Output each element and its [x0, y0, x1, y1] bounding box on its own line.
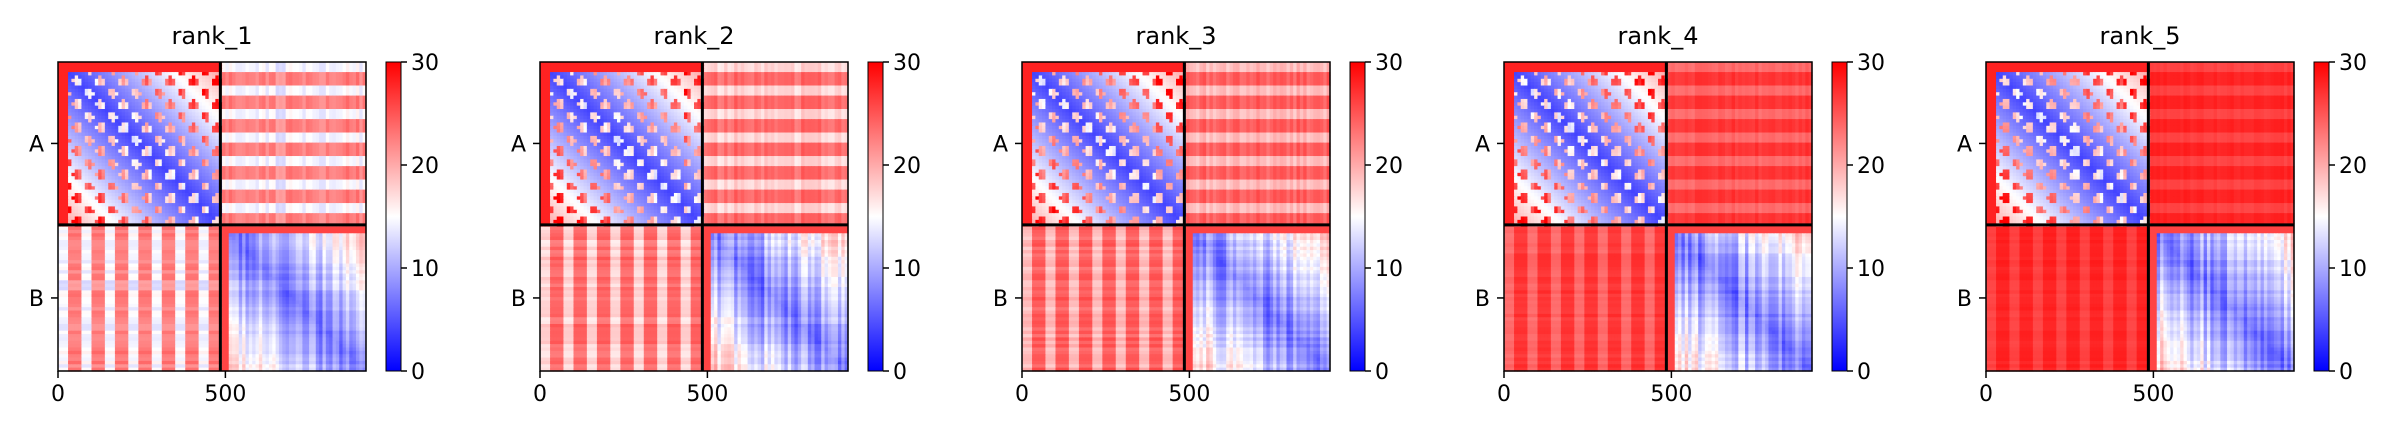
pae-heatmap: [1504, 62, 1813, 372]
colorbar: [1831, 61, 1848, 372]
colorbar-tick-label: 30: [1375, 51, 1403, 76]
colorbar-tick-label: 0: [1857, 360, 1871, 385]
colorbar-tick-label: 20: [2339, 154, 2367, 179]
chain-label-B: B: [511, 287, 526, 312]
chain-label-A: A: [993, 132, 1008, 157]
chain-label-B: B: [993, 287, 1008, 312]
pae-heatmap: [1022, 62, 1331, 372]
chain-label-A: A: [1957, 132, 1972, 157]
panel-title: rank_2: [654, 22, 735, 50]
colorbar-tick-label: 10: [893, 257, 921, 282]
x-tick-label: 0: [533, 382, 547, 407]
panel-title: rank_5: [2100, 22, 2181, 50]
panel-title: rank_3: [1136, 22, 1217, 50]
colorbar: [867, 61, 884, 372]
colorbar-tick-label: 30: [411, 51, 439, 76]
colorbar-tick-label: 20: [1857, 154, 1885, 179]
colorbar-tick-label: 30: [2339, 51, 2367, 76]
colorbar-tick-label: 10: [1857, 257, 1885, 282]
pae-heatmap: [540, 62, 849, 372]
colorbar-tick-label: 10: [411, 257, 439, 282]
x-tick-label: 0: [51, 382, 65, 407]
chain-label-A: A: [511, 132, 526, 157]
colorbar-tick-label: 30: [1857, 51, 1885, 76]
panel-rank_3: rank_3 A B 0 500 0 10 20 30: [993, 22, 1403, 407]
axes-frame: [1503, 61, 1813, 372]
x-tick-label: 0: [1497, 382, 1511, 407]
colorbar-tick-label: 10: [1375, 257, 1403, 282]
colorbar-tick-label: 0: [1375, 360, 1389, 385]
chain-label-A: A: [1475, 132, 1490, 157]
x-tick-label: 500: [204, 382, 246, 407]
x-tick-label: 500: [686, 382, 728, 407]
colorbar-tick-label: 0: [2339, 360, 2353, 385]
chain-label-A: A: [29, 132, 44, 157]
colorbar-tick-label: 0: [893, 360, 907, 385]
axes-frame: [1985, 61, 2295, 372]
pae-heatmap: [58, 62, 367, 372]
panel-rank_4: rank_4 A B 0 500 0 10 20 30: [1475, 22, 1885, 407]
panel-rank_5: rank_5 A B 0 500 0 10 20 30: [1957, 22, 2367, 407]
axes-frame: [539, 61, 849, 372]
chain-label-B: B: [1475, 287, 1490, 312]
panel-rank_2: rank_2 A B 0 500 0 10 20 30: [511, 22, 921, 407]
panel-title: rank_1: [172, 22, 253, 50]
x-tick-label: 500: [1650, 382, 1692, 407]
x-tick-label: 0: [1015, 382, 1029, 407]
axes-frame: [57, 61, 367, 372]
colorbar-tick-label: 30: [893, 51, 921, 76]
colorbar-tick-label: 20: [411, 154, 439, 179]
x-tick-label: 500: [1168, 382, 1210, 407]
axes-frame: [1021, 61, 1331, 372]
panel-title: rank_4: [1618, 22, 1699, 50]
x-tick-label: 500: [2132, 382, 2174, 407]
colorbar-tick-label: 20: [1375, 154, 1403, 179]
colorbar: [385, 61, 402, 372]
chain-label-B: B: [29, 287, 44, 312]
chain-label-B: B: [1957, 287, 1972, 312]
panel-rank_1: rank_1 A B 0 500 0 10 20 30: [29, 22, 439, 407]
colorbar-tick-label: 20: [893, 154, 921, 179]
colorbar: [1349, 61, 1366, 372]
colorbar-tick-label: 0: [411, 360, 425, 385]
pae-heatmap: [1986, 62, 2295, 372]
colorbar: [2313, 61, 2330, 372]
x-tick-label: 0: [1979, 382, 1993, 407]
colorbar-tick-label: 10: [2339, 257, 2367, 282]
